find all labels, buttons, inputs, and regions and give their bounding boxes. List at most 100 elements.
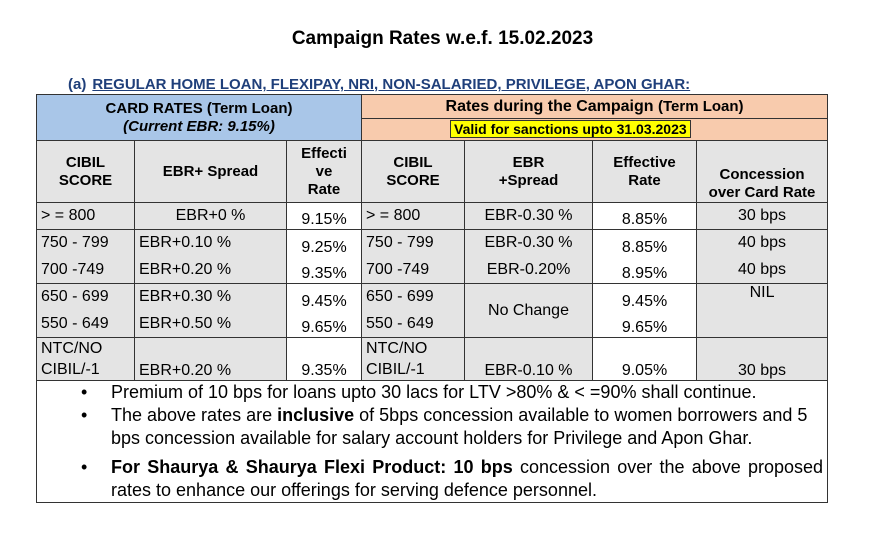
cibil-score-cell: 550 - 649 — [361, 310, 466, 338]
effective-rate-cell: 9.15% — [285, 202, 363, 230]
note-text: concession over the above proposed rates… — [111, 457, 824, 500]
col-conc-line2: over Card Rate — [708, 184, 816, 201]
effective-rate-cell: 9.35% — [285, 256, 363, 284]
col-eff-line3: Rate — [307, 180, 341, 198]
note-emphasis: For Shaurya & Shaurya Flexi Product: 10 … — [111, 457, 513, 477]
col-cibil2-line1: CIBIL — [393, 153, 433, 171]
validity-cell: Valid for sanctions upto 31.03.2023 — [361, 118, 829, 141]
notes-cell: • Premium of 10 bps for loans upto 30 lac… — [35, 380, 829, 503]
concession-cell: NIL — [696, 283, 829, 338]
effective-rate-cell: 9.65% — [592, 310, 698, 338]
col-eff-line1: Effecti — [301, 144, 347, 162]
ebr-spread-cell: EBR+0 % — [134, 202, 287, 230]
cibil-score-cell: > = 800 — [361, 202, 466, 230]
col-ebr-spread: EBR+ Spread — [134, 140, 287, 203]
bullet-icon: • — [81, 382, 88, 402]
ntc2-line2: CIBIL/-1 — [366, 361, 425, 378]
bullet-icon: • — [81, 405, 88, 425]
effective-rate-cell: 9.45% — [285, 283, 363, 311]
col-ebr-spread-campaign: EBR +Spread — [464, 140, 594, 203]
cibil-score-cell: 650 - 699 — [361, 283, 466, 311]
validity-badge: Valid for sanctions upto 31.03.2023 — [450, 120, 691, 138]
effective-rate-cell: 9.35% — [285, 337, 363, 381]
ntc-line2: CIBIL/-1 — [41, 361, 100, 378]
col-cibil-line1: CIBIL — [65, 153, 106, 171]
col-effective-rate: Effecti ve Rate — [285, 140, 363, 203]
section-title: REGULAR HOME LOAN, FLEXIPAY, NRI, NON-SA… — [92, 76, 691, 93]
section-heading: (a) REGULAR HOME LOAN, FLEXIPAY, NRI, NON… — [68, 76, 690, 93]
cibil-score-cell: 700 -749 — [361, 256, 466, 284]
current-ebr-note: (Current EBR: 9.15%) — [123, 118, 275, 135]
effective-rate-cell: 9.05% — [592, 337, 698, 381]
col-cibil-score-campaign: CIBIL SCORE — [361, 140, 466, 203]
section-prefix: (a) — [68, 76, 87, 93]
ebr-spread-cell: EBR+0.20 % — [134, 256, 287, 284]
cibil-score-cell: > = 800 — [36, 202, 135, 230]
ebr-spread-cell: EBR-0.10 % — [464, 337, 594, 381]
cibil-score-cell: 550 - 649 — [36, 310, 135, 338]
rates-table: CARD RATES (Term Loan) (Current EBR: 9.1… — [35, 94, 829, 503]
header-row-2: Valid for sanctions upto 31.03.2023 — [37, 118, 829, 141]
col-effective-rate-campaign: Effective Rate — [592, 140, 698, 203]
note-text: The above rates are — [111, 405, 278, 425]
document-title: Campaign Rates w.e.f. 15.02.2023 — [291, 28, 594, 49]
column-header-row: CIBIL SCORE EBR+ Spread Effecti ve Rate … — [36, 140, 829, 203]
note-item: • Premium of 10 bps for loans upto 30 lac… — [81, 381, 823, 404]
cibil-score-cell: 750 - 799 — [36, 229, 135, 257]
notes-row: • Premium of 10 bps for loans upto 30 lac… — [35, 380, 829, 503]
effective-rate-cell: 8.85% — [592, 202, 698, 230]
effective-rate-cell: 8.85% — [592, 229, 698, 257]
col-eff-line2: ve — [315, 162, 333, 180]
note-item: • The above rates are inclusive of 5bps c… — [81, 404, 823, 450]
cibil-score-cell: 750 - 799 — [361, 229, 466, 257]
ebr-spread-cell: EBR+0.50 % — [134, 310, 287, 338]
concession-cell: 40 bps — [696, 229, 829, 257]
col-ebr2-line1: EBR — [512, 153, 545, 171]
ebr-spread-cell: EBR-0.20% — [464, 256, 594, 284]
ebr-spread-cell: EBR+0.20 % — [134, 337, 287, 381]
notes-list: • Premium of 10 bps for loans upto 30 lac… — [41, 381, 823, 502]
table-row: 550 - 649 EBR+0.50 % 9.65% 550 - 649 9.6… — [36, 310, 828, 338]
effective-rate-cell: 9.65% — [285, 310, 363, 338]
table-row: 750 - 799 EBR+0.10 % 9.25% 750 - 799 EBR… — [36, 229, 829, 257]
effective-rate-cell: 9.25% — [285, 229, 363, 257]
card-rates-title: CARD RATES (Term Loan) — [105, 100, 293, 117]
campaign-header: Rates during the Campaign (Term Loan) — [361, 94, 829, 119]
bullet-icon: • — [81, 457, 88, 477]
campaign-title-suffix: (Term Loan) — [658, 97, 744, 115]
col-eff2-line2: Rate — [628, 171, 661, 189]
header-row-1: CARD RATES (Term Loan) (Current EBR: 9.1… — [35, 94, 829, 141]
table-row: 650 - 699 EBR+0.30 % 9.45% 650 - 699 No … — [36, 283, 829, 338]
col-conc-line1: Concession — [719, 166, 805, 183]
cibil-score-cell: NTC/NO CIBIL/-1 — [361, 337, 466, 381]
note-emphasis: inclusive — [277, 405, 355, 425]
col-cibil-score: CIBIL SCORE — [36, 140, 135, 203]
effective-rate-cell: 9.45% — [592, 283, 698, 311]
table-row: 700 -749 EBR+0.20 % 9.35% 700 -749 EBR-0… — [36, 256, 829, 284]
note-item: • For Shaurya & Shaurya Flexi Product: 10… — [81, 456, 824, 502]
ntc-line1: NTC/NO — [41, 340, 103, 357]
cibil-score-cell: NTC/NO CIBIL/-1 — [36, 337, 135, 381]
ebr-spread-cell: EBR+0.10 % — [134, 229, 287, 257]
col-ebr2-line2: +Spread — [498, 171, 559, 189]
concession-cell: 40 bps — [696, 256, 829, 284]
col-concession: Concession over Card Rate — [696, 140, 829, 203]
note-text: Premium of 10 bps for loans upto 30 lacs… — [111, 382, 757, 402]
table-row: > = 800 EBR+0 % 9.15% > = 800 EBR-0.30 %… — [36, 202, 829, 230]
col-eff2-line1: Effective — [613, 153, 676, 171]
concession-cell: 30 bps — [696, 202, 829, 230]
table-row: NTC/NO CIBIL/-1 EBR+0.20 % 9.35% NTC/NO … — [36, 337, 829, 381]
ntc2-line1: NTC/NO — [366, 340, 428, 357]
card-rates-header: CARD RATES (Term Loan) (Current EBR: 9.1… — [35, 94, 363, 141]
cibil-score-cell: 650 - 699 — [36, 283, 135, 311]
ebr-spread-cell: EBR-0.30 % — [464, 229, 594, 257]
cibil-score-cell: 700 -749 — [36, 256, 135, 284]
ebr-spread-cell: EBR-0.30 % — [464, 202, 594, 230]
no-change-cell: No Change — [464, 283, 594, 338]
campaign-title: Rates during the Campaign — [445, 97, 654, 115]
note-text: of 5bps concession available to women bo… — [111, 405, 808, 448]
effective-rate-cell: 8.95% — [592, 256, 698, 284]
col-cibil2-line2: SCORE — [386, 171, 440, 189]
col-cibil-line2: SCORE — [58, 171, 113, 189]
ebr-spread-cell: EBR+0.30 % — [134, 283, 287, 311]
